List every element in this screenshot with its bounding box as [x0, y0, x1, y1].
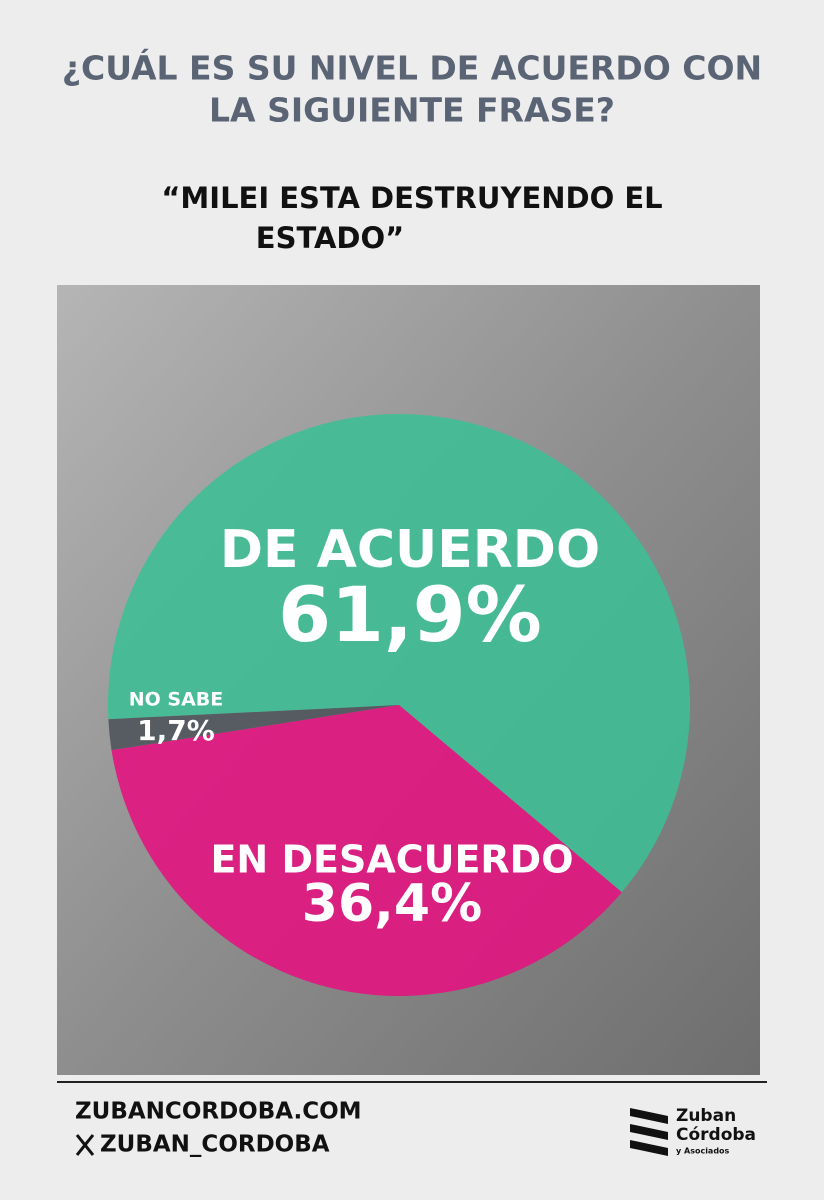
title-line: ¿CUÁL ES SU NIVEL DE ACUERDO CON	[62, 48, 762, 88]
logo-text: Córdoba	[676, 1125, 756, 1145]
slice-value: 61,9%	[278, 570, 542, 659]
subtitle-line: “MILEI ESTA DESTRUYENDO EL	[161, 181, 662, 215]
pie-slice	[108, 705, 399, 751]
slice-value: 1,7%	[137, 714, 215, 747]
slice-name: EN DESACUERDO	[210, 838, 573, 882]
subtitle-line: ESTADO”	[256, 221, 404, 255]
x-icon	[75, 1134, 95, 1156]
pie-slice	[108, 414, 690, 893]
slice-name: DE ACUERDO	[220, 520, 600, 580]
logo-text: Zuban	[676, 1106, 736, 1126]
pie-slice	[111, 705, 622, 997]
handle: ZUBAN_CORDOBA	[100, 1132, 330, 1158]
slice-value: 36,4%	[302, 874, 482, 934]
logo-text: y Asociados	[676, 1147, 730, 1156]
website: ZUBANCORDOBA.COM	[75, 1099, 362, 1125]
slice-name: NO SABE	[129, 689, 224, 711]
logo-mark	[630, 1108, 668, 1156]
title-line: LA SIGUIENTE FRASE?	[209, 91, 615, 130]
